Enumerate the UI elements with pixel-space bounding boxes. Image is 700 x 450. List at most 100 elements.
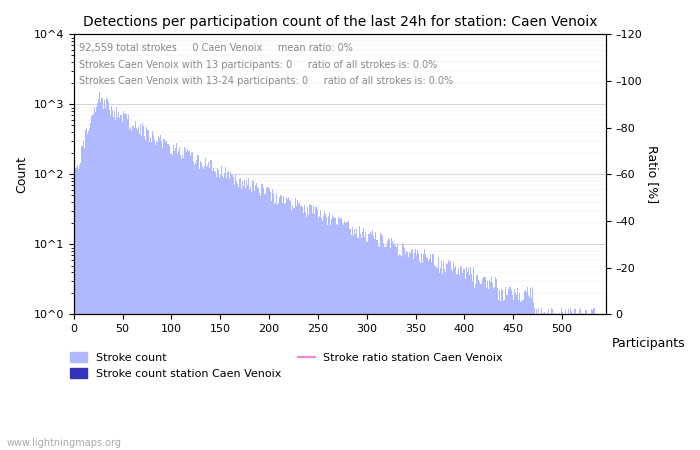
Bar [256,183,257,450]
Bar [106,99,108,450]
Bar [532,287,533,450]
Bar [298,203,299,450]
Bar [260,196,261,450]
Bar [534,308,536,450]
Bar [272,189,274,450]
Bar [145,140,146,450]
Bar [190,156,191,450]
Bar [255,184,256,450]
Bar [460,266,461,450]
Bar [334,218,335,450]
Bar [558,315,559,450]
Bar [358,238,359,450]
Bar [344,223,346,450]
Bar [411,249,412,450]
Bar [191,153,193,450]
Bar [494,287,495,450]
Bar [294,208,295,450]
Bar [508,289,509,450]
Bar [420,263,421,450]
Bar [276,194,277,450]
Bar [265,194,266,450]
Bar [368,234,369,450]
Bar [445,272,447,450]
Bar [151,142,153,450]
Bar [252,180,253,450]
Bar [291,210,292,450]
Bar [327,225,328,450]
Bar [406,252,407,450]
Bar [512,301,514,450]
Bar [432,254,433,450]
Bar [183,147,185,450]
Bar [240,178,241,450]
Title: Detections per participation count of the last 24h for station: Caen Venoix: Detections per participation count of th… [83,15,597,29]
Bar [138,126,139,450]
Bar [475,275,477,450]
Bar [289,200,290,450]
Bar [318,217,319,450]
Bar [485,277,486,450]
Bar [522,300,524,450]
Bar [86,128,87,450]
Bar [496,279,497,450]
Bar [307,216,309,450]
Bar [92,115,93,450]
Bar [349,229,351,450]
Bar [571,311,573,450]
Bar [169,146,170,450]
Bar [306,217,307,450]
Bar [541,308,542,450]
Bar [537,314,538,450]
Bar [372,230,373,450]
Bar [253,181,254,450]
Bar [116,107,117,450]
Bar [549,315,550,450]
Bar [519,302,521,450]
Bar [324,211,326,450]
Bar [459,275,460,450]
Bar [517,300,519,450]
Bar [74,198,75,450]
Bar [543,313,544,450]
Bar [230,178,232,450]
Bar [551,308,552,450]
Bar [257,187,258,450]
Bar [78,169,79,450]
Bar [113,117,114,450]
Bar [426,257,427,450]
Bar [474,288,475,450]
Bar [275,203,276,450]
Bar [178,147,180,450]
Bar [75,168,76,450]
Bar [124,114,125,450]
Bar [395,248,396,450]
Text: Participants: Participants [611,337,685,350]
Bar [175,148,176,450]
Bar [389,239,390,450]
Bar [526,292,527,450]
Bar [400,256,401,450]
Bar [146,130,148,450]
Bar [258,188,259,450]
Bar [284,204,285,450]
Bar [204,166,205,450]
Bar [559,315,561,450]
Bar [366,241,368,450]
Bar [160,135,161,450]
Bar [422,264,423,450]
Bar [464,269,465,450]
Bar [212,171,213,450]
Bar [246,180,247,450]
Bar [507,295,508,450]
Bar [317,209,318,450]
Bar [250,187,251,450]
Bar [173,145,174,450]
Bar [396,247,398,450]
Bar [442,274,443,450]
Bar [224,173,225,450]
Bar [208,162,209,450]
Bar [371,233,372,450]
Bar [536,309,537,450]
Bar [94,112,96,450]
